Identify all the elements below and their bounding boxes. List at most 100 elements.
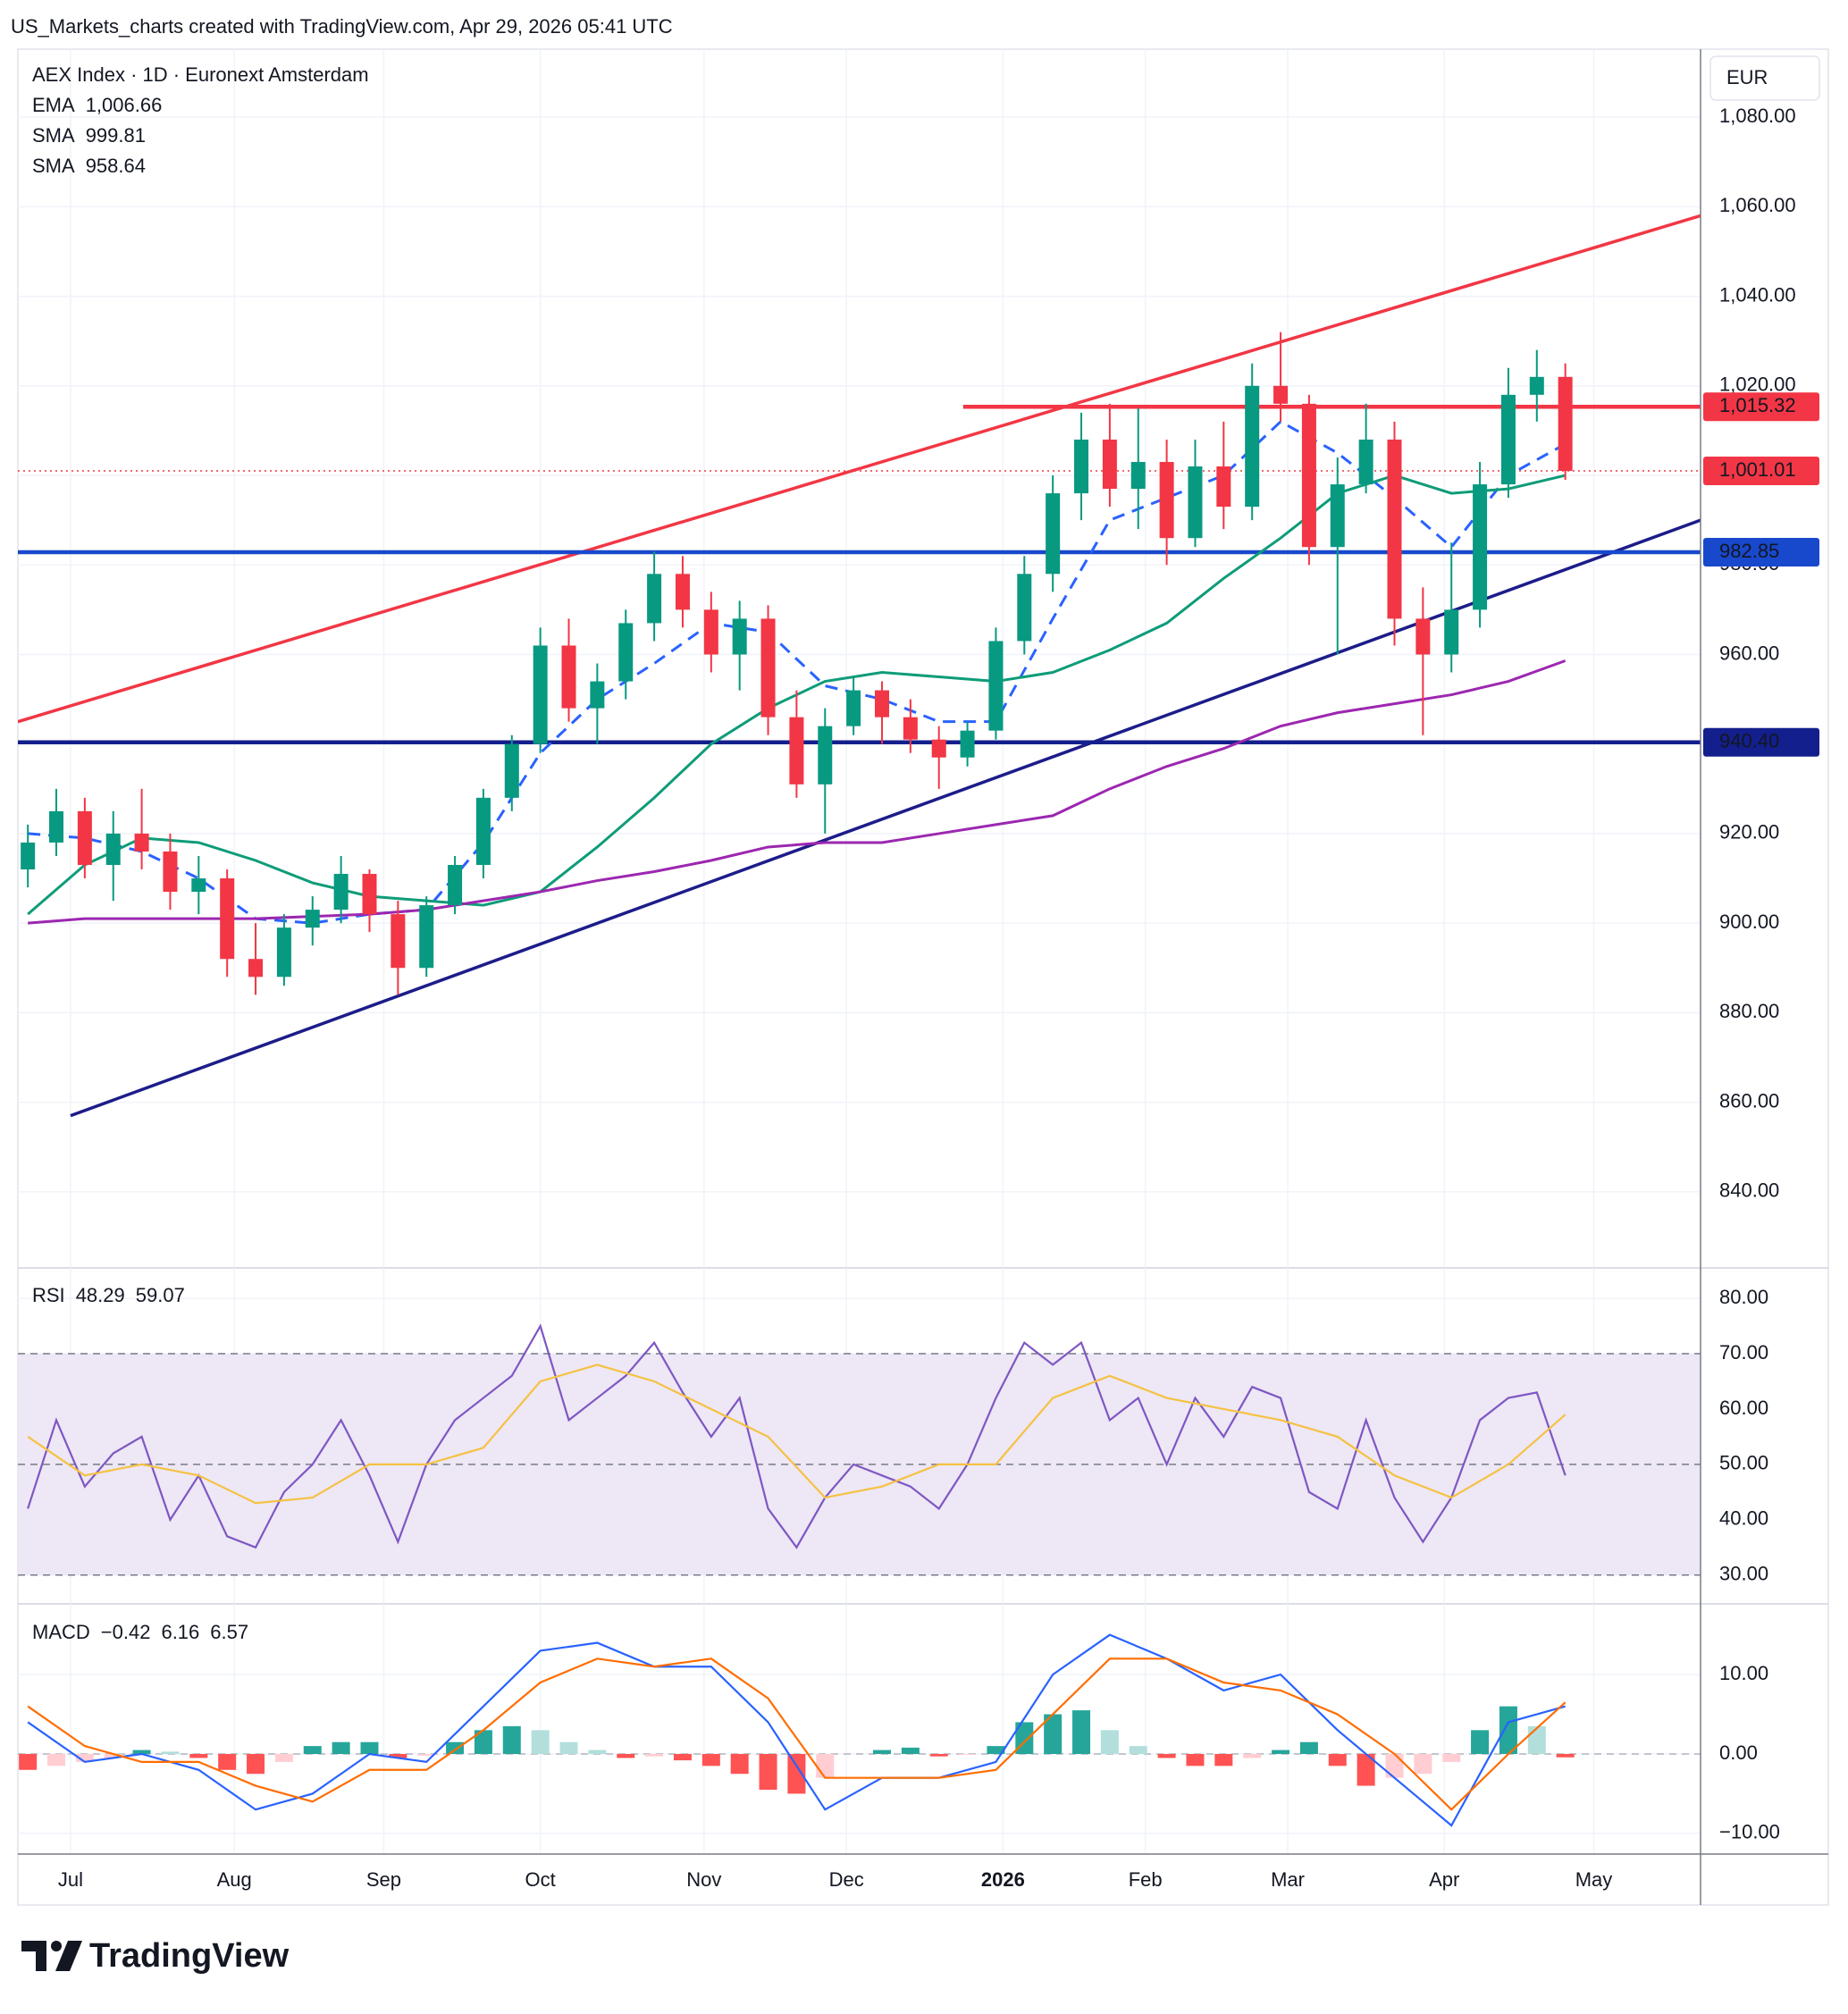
histogram-bar	[1072, 1710, 1091, 1754]
candle-body	[1301, 403, 1316, 548]
candle-body	[1558, 376, 1573, 472]
candle-body	[504, 743, 519, 798]
histogram-bar	[1414, 1754, 1432, 1775]
histogram-bar	[1357, 1754, 1375, 1786]
histogram-bar	[1214, 1754, 1233, 1766]
legend-value: 958.64	[86, 155, 146, 177]
histogram-bar	[1243, 1754, 1262, 1758]
y-tick-label: 10.00	[1719, 1662, 1768, 1684]
candle-body	[1415, 618, 1431, 655]
logo-part	[55, 1941, 82, 1971]
x-tick-label: Dec	[829, 1868, 864, 1891]
header-text: US_Markets_charts created with TradingVi…	[11, 15, 673, 38]
legend-title: MACD	[32, 1621, 90, 1643]
histogram-bar	[502, 1725, 521, 1754]
histogram-bar	[1100, 1730, 1119, 1754]
x-tick-label: Feb	[1129, 1868, 1163, 1891]
histogram-bar	[730, 1754, 749, 1775]
candle-body	[903, 717, 918, 740]
y-tick-label: 40.00	[1719, 1507, 1768, 1530]
candle-body	[305, 910, 320, 928]
trend-line	[18, 214, 1701, 724]
y-tick-label: 1,020.00	[1719, 373, 1796, 396]
candle-body	[789, 717, 804, 785]
legend-value: 6.57	[210, 1621, 248, 1643]
price-label-box	[1703, 456, 1819, 485]
histogram-bar	[1385, 1754, 1404, 1778]
x-tick-label: Jul	[58, 1868, 83, 1891]
histogram-bar	[19, 1754, 38, 1770]
candle-body	[1102, 439, 1117, 490]
y-tick-label: 1,040.00	[1719, 283, 1796, 306]
candle-body	[675, 574, 690, 610]
y-tick-label: 50.00	[1719, 1452, 1768, 1474]
series-line	[27, 1364, 1567, 1505]
y-tick-label: 860.00	[1719, 1089, 1779, 1112]
x-tick-label: 2026	[981, 1868, 1025, 1891]
y-tick-label: 60.00	[1719, 1397, 1768, 1419]
legend-title: RSI	[32, 1284, 65, 1306]
candle-body	[647, 574, 662, 624]
candle-body	[1444, 609, 1459, 655]
candle-body	[818, 726, 833, 785]
candle-body	[220, 878, 235, 960]
candle-body	[760, 618, 776, 717]
logo-part	[51, 1941, 62, 1951]
candle-body	[1387, 439, 1402, 619]
x-tick-label: May	[1575, 1868, 1613, 1891]
histogram-bar	[417, 1754, 436, 1756]
x-tick-label: Aug	[217, 1868, 252, 1891]
pane	[18, 1268, 1701, 1604]
candle-body	[21, 842, 36, 870]
histogram-bar	[1044, 1714, 1063, 1754]
candle-body	[618, 623, 634, 682]
histogram-bar	[247, 1754, 265, 1775]
candle-body	[931, 739, 946, 758]
histogram-bar	[132, 1750, 151, 1754]
candle-body	[1159, 462, 1174, 539]
histogram-bar	[929, 1754, 948, 1757]
y-tick-label: −10.00	[1719, 1821, 1780, 1843]
trend-line	[70, 518, 1701, 1118]
candle-body	[561, 645, 576, 709]
candle-body	[163, 851, 178, 893]
series-line	[27, 1633, 1566, 1827]
pane	[18, 1604, 1701, 1854]
histogram-bar	[531, 1730, 550, 1754]
histogram-bar	[75, 1754, 94, 1762]
histogram-bar	[1556, 1754, 1575, 1758]
candle-body	[846, 690, 861, 726]
histogram-bar	[189, 1754, 208, 1758]
histogram-bar	[901, 1747, 920, 1754]
histogram-bar	[588, 1750, 607, 1754]
histogram-bar	[645, 1754, 664, 1757]
x-tick-label: Sep	[366, 1868, 401, 1891]
price-label: 940.40	[1719, 730, 1779, 752]
chart-frame	[17, 48, 1829, 1906]
histogram-bar	[474, 1730, 492, 1754]
candle-body	[248, 959, 264, 978]
y-tick-label: 840.00	[1719, 1179, 1779, 1202]
price-label: 982.85	[1719, 540, 1779, 562]
histogram-bar	[787, 1754, 806, 1794]
x-tick-label: Apr	[1429, 1868, 1459, 1891]
chart-title: AEX Index · 1D · Euronext Amsterdam	[32, 63, 369, 86]
brand-logo	[21, 1941, 82, 1971]
legend-name: SMA	[32, 124, 75, 147]
histogram-bar	[1186, 1754, 1205, 1766]
histogram-bar	[218, 1754, 237, 1770]
histogram-bar	[303, 1746, 322, 1754]
histogram-bar	[47, 1754, 66, 1766]
candle-body	[988, 641, 1004, 731]
candle-body	[1273, 385, 1289, 404]
histogram-bar	[1442, 1754, 1461, 1762]
x-tick-label: Oct	[525, 1868, 556, 1891]
histogram-bar	[1471, 1730, 1490, 1754]
candle-body	[732, 618, 747, 655]
histogram-bar	[673, 1754, 692, 1761]
candle-body	[276, 927, 291, 978]
x-tick-label: Nov	[686, 1868, 721, 1891]
legend-name: SMA	[32, 155, 75, 177]
price-label: 1,001.01	[1719, 458, 1796, 481]
